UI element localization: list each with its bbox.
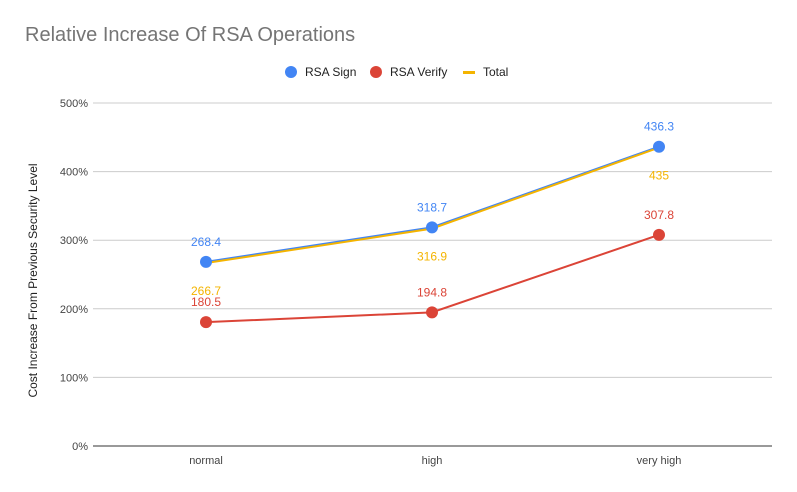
x-tick-label: high bbox=[422, 455, 443, 467]
data-label-rsa-sign: 268.4 bbox=[191, 235, 221, 249]
data-label-total: 266.7 bbox=[191, 284, 221, 298]
y-axis-title: Cost Increase From Previous Security Lev… bbox=[26, 163, 40, 397]
y-tick-label: 300% bbox=[60, 235, 88, 247]
legend-item-total[interactable]: Total bbox=[463, 63, 508, 81]
data-point-rsa-verify[interactable] bbox=[200, 316, 212, 329]
y-tick-label: 500% bbox=[60, 98, 88, 110]
data-label-rsa-verify: 180.5 bbox=[191, 295, 221, 309]
data-label-rsa-verify: 307.8 bbox=[644, 208, 674, 222]
legend-label-rsa-verify: RSA Verify bbox=[390, 65, 448, 79]
data-point-rsa-verify[interactable] bbox=[653, 228, 665, 241]
y-tick-label: 400% bbox=[60, 167, 88, 179]
data-point-rsa-verify[interactable] bbox=[426, 306, 438, 319]
legend-label-total: Total bbox=[483, 65, 509, 79]
legend: RSA Sign RSA Verify Total bbox=[0, 63, 797, 81]
legend-label-rsa-sign: RSA Sign bbox=[305, 65, 357, 79]
y-tick-label: 0% bbox=[72, 441, 88, 453]
chart-title: Relative Increase Of RSA Operations bbox=[25, 24, 356, 46]
data-point-rsa-sign[interactable] bbox=[200, 255, 212, 268]
data-label-rsa-sign: 318.7 bbox=[417, 200, 447, 214]
data-label-total: 435 bbox=[649, 169, 669, 183]
y-tick-label: 200% bbox=[60, 304, 88, 316]
legend-marker-rsa-sign bbox=[285, 66, 297, 78]
legend-marker-rsa-verify bbox=[370, 66, 382, 78]
y-tick-label: 100% bbox=[60, 372, 88, 384]
data-label-rsa-sign: 436.3 bbox=[644, 120, 674, 134]
legend-item-rsa-sign[interactable]: RSA Sign bbox=[285, 63, 356, 81]
legend-item-rsa-verify[interactable]: RSA Verify bbox=[370, 63, 447, 81]
data-label-rsa-verify: 194.8 bbox=[417, 285, 447, 299]
x-tick-label: normal bbox=[189, 455, 223, 467]
legend-marker-total bbox=[463, 70, 475, 74]
data-label-total: 316.9 bbox=[417, 250, 447, 264]
data-point-rsa-sign[interactable] bbox=[426, 221, 438, 234]
data-point-rsa-sign[interactable] bbox=[653, 140, 665, 153]
x-tick-label: very high bbox=[637, 455, 682, 467]
